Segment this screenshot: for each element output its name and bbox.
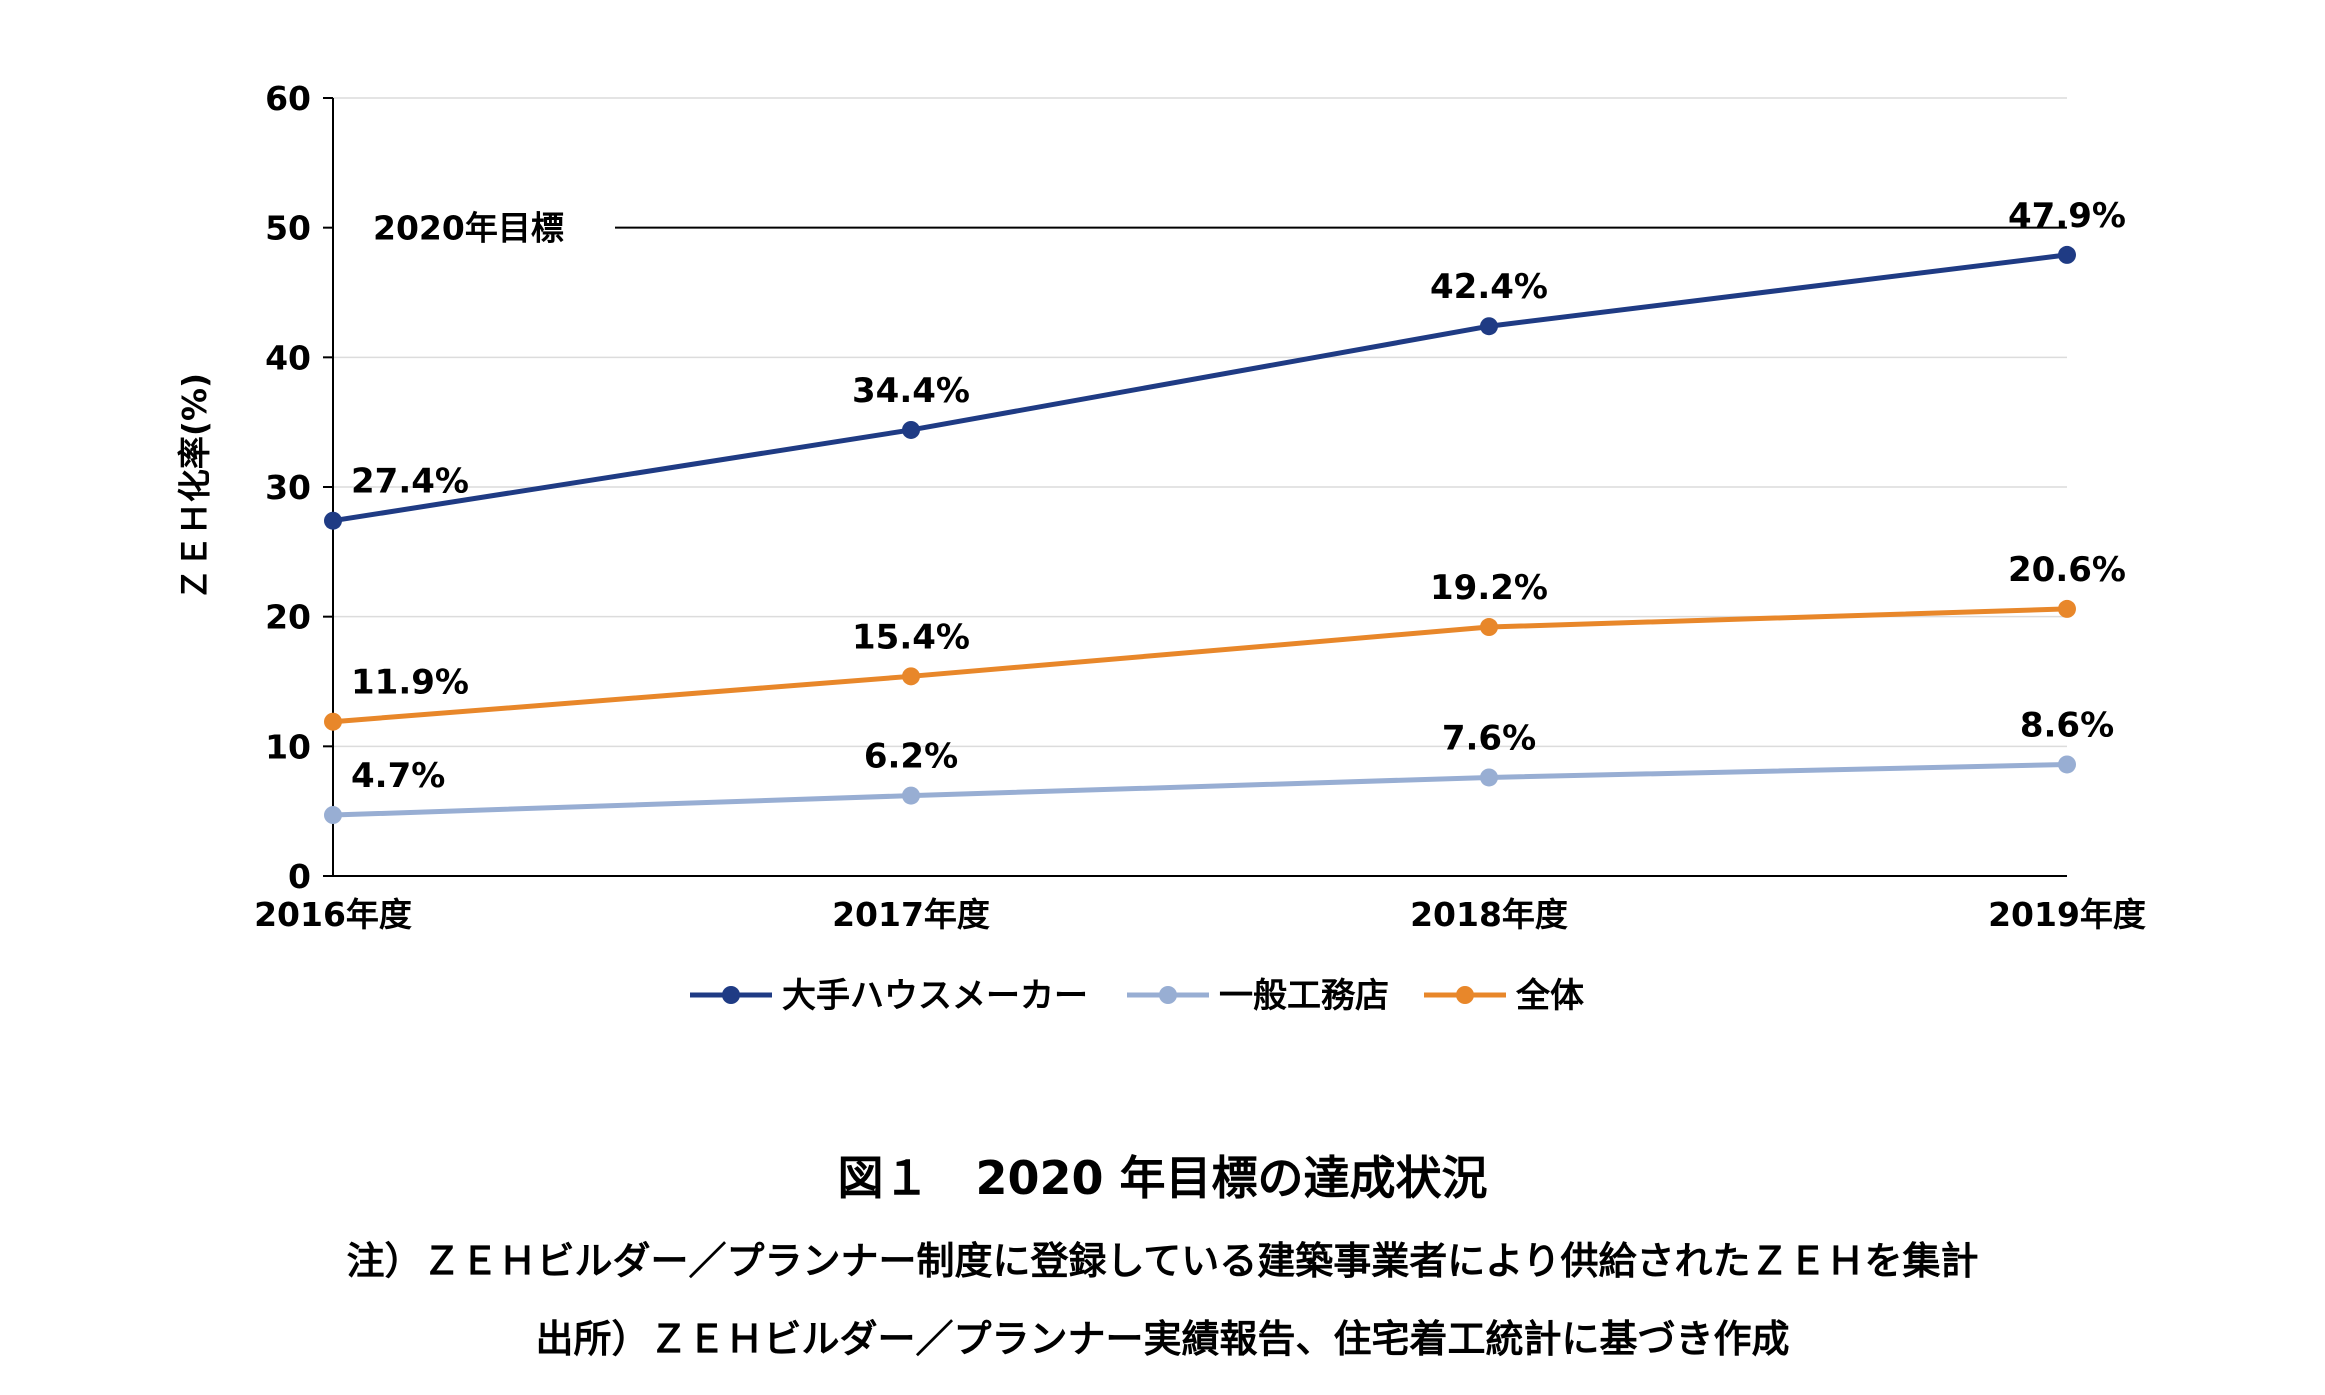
data-point (2058, 755, 2076, 774)
data-point (1480, 768, 1498, 787)
data-label: 6.2% (864, 737, 958, 777)
legend: 大手ハウスメーカー 一般工務店 全体 (690, 976, 1584, 1016)
y-axis-title: ＺＥＨ化率(%) (175, 373, 214, 601)
figure-title: 図１ 2020 年目標の達成状況 (837, 1151, 1488, 1205)
data-label: 4.7% (351, 756, 445, 796)
gridlines (333, 97, 2067, 748)
data-point (1480, 618, 1498, 637)
data-label: 42.4% (1430, 267, 1548, 307)
data-label: 11.9% (351, 663, 469, 703)
data-point (902, 667, 920, 686)
x-tick-label: 2019年度 (1988, 895, 2146, 934)
y-tick-label: 30 (265, 468, 311, 507)
figure-note: 注）ＺＥＨビルダー／プランナー制度に登録している建築事業者により供給されたＺＥＨ… (346, 1239, 1979, 1283)
x-tick-label: 2016年度 (254, 895, 412, 934)
data-label: 34.4% (852, 371, 970, 411)
series-line-2 (330, 761, 2070, 818)
legend-swatch-marker (1159, 986, 1177, 1004)
series-line-3 (330, 606, 2070, 725)
data-label: 20.6% (2008, 550, 2126, 590)
y-tick-label: 10 (265, 727, 311, 766)
series-group (324, 245, 2076, 825)
legend-entry-label: 全体 (1515, 976, 1584, 1016)
target-line-group: 2020年目標 (373, 209, 2067, 248)
data-point (902, 786, 920, 805)
data-label: 19.2% (1430, 568, 1548, 608)
figure-source: 出所）ＺＥＨビルダー／プランナー実績報告、住宅着工統計に基づき作成 (535, 1317, 1790, 1361)
x-tick-label: 2018年度 (1410, 895, 1568, 934)
axes: 0 10 20 30 40 50 60 2016年度 2017年度 2018年度 2019年度 ＺＥＨ… (175, 79, 2146, 934)
target-line-label: 2020年目標 (373, 209, 564, 248)
y-tick-label: 40 (265, 338, 311, 377)
data-point (324, 511, 342, 530)
data-label: 27.4% (351, 462, 469, 502)
data-point (324, 712, 342, 731)
data-label: 7.6% (1442, 718, 1536, 758)
data-label: 15.4% (852, 617, 970, 657)
legend-swatch-marker (722, 986, 740, 1004)
legend-entry-label: 一般工務店 (1219, 976, 1389, 1016)
y-tick-label: 20 (265, 598, 311, 637)
x-tick-label: 2017年度 (832, 895, 990, 934)
data-labels: 27.4% 34.4% 42.4% 47.9% 4.7% 6.2% 7.6% 8.6% 11.9… (351, 196, 2126, 796)
legend-swatch-marker (1456, 986, 1474, 1004)
y-tick-label: 50 (265, 209, 311, 248)
series-line-1 (330, 252, 2070, 524)
data-point (2058, 599, 2076, 618)
data-label: 47.9% (2008, 196, 2126, 236)
data-point (1480, 317, 1498, 336)
legend-entry-label: 大手ハウスメーカー (782, 976, 1088, 1016)
y-tick-label: 0 (288, 857, 311, 896)
data-point (2058, 245, 2076, 264)
data-point (902, 420, 920, 439)
line-chart: 2020年目標 0 10 20 30 40 50 60 2016年度 2017年度 2018年度 2… (175, 79, 2146, 1016)
data-label: 8.6% (2020, 705, 2114, 745)
data-point (324, 806, 342, 825)
y-tick-label: 60 (265, 79, 311, 118)
